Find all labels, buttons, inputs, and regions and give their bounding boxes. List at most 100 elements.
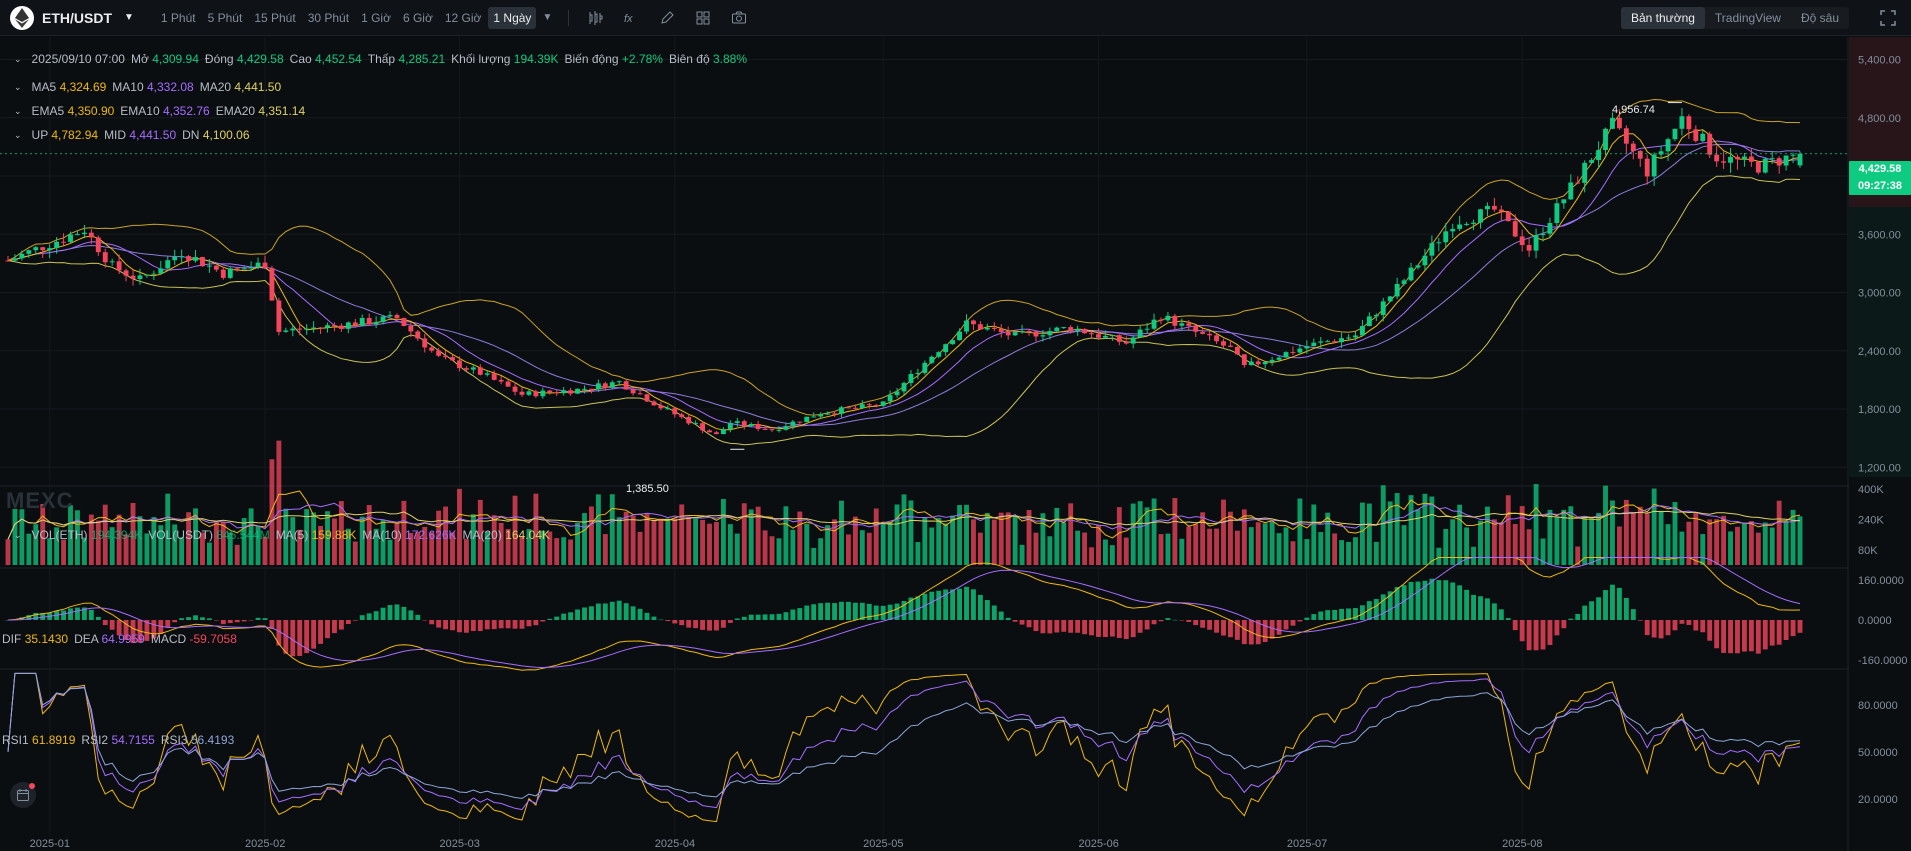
volume-bar [880, 522, 886, 565]
macd-histogram-bar [408, 610, 414, 620]
interval-tab[interactable]: 1 Ngày [488, 6, 537, 29]
chevron-down-icon[interactable]: ⌄ [14, 105, 22, 116]
fullscreen-icon[interactable] [1879, 9, 1897, 27]
macd-histogram-bar [901, 601, 907, 620]
candle-body [1637, 150, 1643, 159]
volume-bar [68, 505, 73, 565]
pencil-icon[interactable] [656, 7, 678, 29]
volume-bar [755, 506, 761, 565]
macd-histogram-bar [491, 620, 497, 630]
candle-body [984, 327, 990, 330]
interval-tab[interactable]: 1 Giờ [361, 10, 391, 25]
volume-bar [1033, 532, 1039, 565]
ma20-value: 4,441.50 [234, 80, 282, 94]
candle-body [727, 423, 733, 430]
alert-settings-button[interactable] [10, 782, 36, 808]
chevron-down-icon[interactable]: ⌄ [14, 81, 22, 92]
macd-histogram-bar [1311, 614, 1317, 620]
indicator-icon[interactable] [584, 7, 606, 29]
chevron-down-icon[interactable]: ▼ [542, 12, 553, 23]
interval-tab[interactable]: 12 Giờ [444, 10, 482, 25]
candle-body [422, 338, 428, 348]
boll-up-label: UP [31, 128, 48, 142]
candle-body [491, 373, 497, 380]
interval-tab[interactable]: 15 Phút [254, 10, 296, 25]
boll-dn-value: 4,100.06 [202, 128, 250, 142]
candle-body [873, 405, 879, 407]
macd-histogram-bar [839, 601, 844, 620]
volume-bar [1054, 507, 1060, 565]
macd-histogram-bar [998, 611, 1004, 620]
macd-histogram-bar [1554, 620, 1560, 636]
candle-body [1762, 158, 1768, 173]
boll-legend: ⌄ UP 4,782.94 MID 4,441.50 DN 4,100.06 [14, 128, 250, 142]
view-tab[interactable]: Bản thường [1620, 7, 1705, 29]
volume-bar [283, 508, 289, 565]
macd-histogram-bar [1123, 620, 1129, 640]
rsi3-value: 56.4193 [190, 733, 235, 747]
volume-bar [818, 538, 824, 565]
interval-tabs: 1 Phút 5 Phút 15 Phút 30 Phút 1 Giờ 6 Giờ 12 G… [156, 6, 537, 29]
macd-histogram-bar [158, 620, 164, 635]
macd-histogram-bar [1748, 620, 1754, 652]
volume-bar [950, 515, 956, 565]
candle-body [1311, 342, 1317, 347]
candle-body [1686, 116, 1692, 130]
interval-tab[interactable]: 30 Phút [307, 10, 350, 25]
candlestick-chart[interactable]: 5,400.004,800.004,200.003,600.003,000.00… [0, 37, 1911, 851]
candle-body [227, 268, 233, 278]
volume-bar [1686, 521, 1692, 565]
rsi1-value: 61.8919 [32, 733, 76, 747]
macd-histogram-bar [1637, 620, 1643, 621]
view-tab[interactable]: TradingView [1714, 11, 1781, 25]
macd-histogram-bar [269, 620, 275, 629]
chevron-down-icon[interactable]: ⌄ [14, 529, 22, 540]
candle-body [1130, 337, 1136, 344]
volume-bar [415, 531, 421, 565]
chart-area[interactable]: 5,400.004,800.004,200.003,600.003,000.00… [0, 37, 1911, 851]
volume-bar [1554, 516, 1560, 565]
macd-histogram-bar [1186, 620, 1192, 622]
close-label: Đóng [204, 52, 234, 66]
candle-body [1776, 158, 1782, 166]
formula-icon[interactable]: fx [620, 7, 642, 29]
volume-bar [1471, 546, 1476, 565]
candle-body [213, 265, 219, 270]
amplitude-label: Biên độ [668, 52, 710, 66]
view-tab[interactable]: Độ sâu [1800, 11, 1839, 25]
interval-tab[interactable]: 5 Phút [207, 10, 243, 25]
interval-tab[interactable]: 6 Giờ [402, 10, 433, 25]
candle-body [1012, 332, 1018, 336]
macd-histogram-bar [1422, 580, 1428, 620]
vol-ma5-line [7, 490, 1801, 540]
candle-body [1269, 359, 1275, 362]
macd-histogram-bar [102, 620, 108, 626]
candle-body [943, 344, 949, 353]
camera-icon[interactable] [728, 7, 750, 29]
chevron-down-icon[interactable]: ⌄ [14, 129, 22, 140]
volume-bar [623, 511, 629, 565]
candle-body [804, 416, 810, 423]
macd-axis-label: 160.0000 [1858, 575, 1904, 587]
chevron-down-icon[interactable]: ⌄ [14, 53, 22, 64]
macd-histogram-bar [227, 620, 233, 624]
macd-histogram-bar [1603, 590, 1608, 620]
vol-ma5-value: 159.88K [311, 528, 357, 542]
volume-bar [630, 515, 636, 565]
layout-icon[interactable] [692, 7, 714, 29]
volume-bar [1248, 527, 1254, 565]
volume-bar [1401, 525, 1407, 565]
open-value: 4,309.94 [152, 52, 199, 66]
macd-histogram-bar [589, 606, 594, 620]
candle-body [811, 416, 817, 418]
symbol-selector[interactable]: ETH/USDT ▼ [10, 5, 134, 30]
interval-tab[interactable]: 1 Phút [160, 10, 196, 25]
volume-bar [1728, 531, 1733, 565]
candle-body [1373, 315, 1379, 317]
volume-bar [1332, 533, 1338, 565]
macd-histogram-bar [1373, 599, 1379, 620]
candle-body [352, 322, 358, 326]
candle-body [283, 330, 289, 332]
macd-histogram-bar [1214, 620, 1219, 633]
candle-body [457, 360, 462, 369]
